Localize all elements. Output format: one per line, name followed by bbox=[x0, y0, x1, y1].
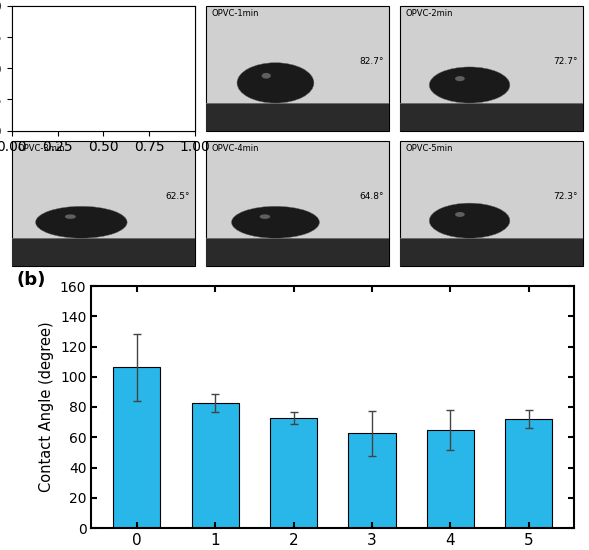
Ellipse shape bbox=[35, 206, 127, 238]
Ellipse shape bbox=[455, 76, 465, 81]
Y-axis label: Contact Angle (degree): Contact Angle (degree) bbox=[39, 322, 54, 492]
FancyBboxPatch shape bbox=[206, 141, 389, 266]
Text: OPVC-2min: OPVC-2min bbox=[405, 9, 453, 18]
Bar bbox=[427, 430, 474, 528]
Ellipse shape bbox=[429, 67, 510, 103]
FancyBboxPatch shape bbox=[400, 6, 583, 130]
FancyBboxPatch shape bbox=[12, 238, 195, 266]
Bar bbox=[191, 403, 239, 528]
FancyBboxPatch shape bbox=[400, 238, 583, 266]
Text: 106.2°: 106.2° bbox=[159, 57, 190, 67]
Bar bbox=[113, 367, 160, 528]
Ellipse shape bbox=[65, 214, 76, 219]
Ellipse shape bbox=[69, 56, 77, 64]
Text: (b): (b) bbox=[16, 272, 46, 289]
Bar bbox=[270, 418, 317, 528]
Text: 72.7°: 72.7° bbox=[553, 57, 578, 67]
Text: OPVC-1min: OPVC-1min bbox=[211, 9, 259, 18]
Text: OPVC-4min: OPVC-4min bbox=[211, 145, 259, 153]
Text: (a): (a) bbox=[15, 13, 43, 31]
Ellipse shape bbox=[262, 73, 271, 79]
Ellipse shape bbox=[429, 203, 510, 238]
FancyBboxPatch shape bbox=[206, 103, 389, 130]
FancyBboxPatch shape bbox=[400, 103, 583, 130]
Ellipse shape bbox=[260, 214, 270, 219]
Ellipse shape bbox=[47, 39, 116, 103]
FancyBboxPatch shape bbox=[206, 238, 389, 266]
Bar bbox=[505, 419, 552, 528]
Text: 64.8°: 64.8° bbox=[359, 192, 383, 201]
Text: OPVC-5min: OPVC-5min bbox=[405, 145, 453, 153]
Ellipse shape bbox=[237, 63, 314, 103]
Text: VPVC: VPVC bbox=[17, 9, 40, 18]
Text: 72.3°: 72.3° bbox=[553, 192, 578, 201]
Text: 62.5°: 62.5° bbox=[165, 192, 190, 201]
FancyBboxPatch shape bbox=[206, 6, 389, 130]
FancyBboxPatch shape bbox=[12, 103, 195, 130]
FancyBboxPatch shape bbox=[12, 141, 195, 266]
FancyBboxPatch shape bbox=[12, 6, 195, 130]
Ellipse shape bbox=[455, 212, 465, 217]
Bar bbox=[349, 433, 395, 528]
Text: 82.7°: 82.7° bbox=[359, 57, 383, 67]
Ellipse shape bbox=[231, 206, 319, 238]
Text: OPVC-3min: OPVC-3min bbox=[17, 145, 65, 153]
FancyBboxPatch shape bbox=[400, 141, 583, 266]
